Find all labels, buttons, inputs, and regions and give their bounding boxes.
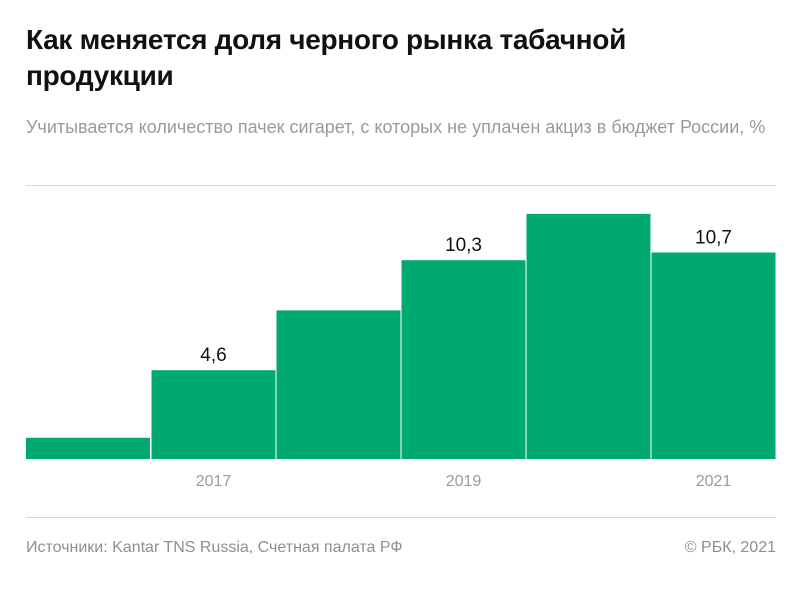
bar-2018 (276, 310, 401, 459)
chart-title: Как меняется доля черного рынка табачной… (26, 24, 627, 91)
bar-2021 (651, 252, 776, 459)
data-label: 10,3 (445, 235, 482, 256)
chart-subtitle: Учитывается количество пачек сигарет, с … (26, 117, 766, 137)
copyright: © РБК, 2021 (684, 539, 776, 556)
x-tick-label: 2017 (196, 473, 232, 490)
bottom-divider (26, 517, 776, 518)
data-label: 4,6 (200, 345, 226, 366)
top-divider (26, 185, 776, 186)
x-tick-label: 2019 (446, 473, 482, 490)
bar-2020 (526, 213, 651, 459)
x-tick-label: 2021 (696, 473, 732, 490)
bar-2019 (401, 260, 526, 459)
source-note: Источники: Kantar TNS Russia, Счетная па… (26, 539, 403, 556)
data-label: 10,7 (695, 227, 732, 248)
bar-2016 (26, 437, 150, 459)
bar-2017 (151, 370, 276, 459)
